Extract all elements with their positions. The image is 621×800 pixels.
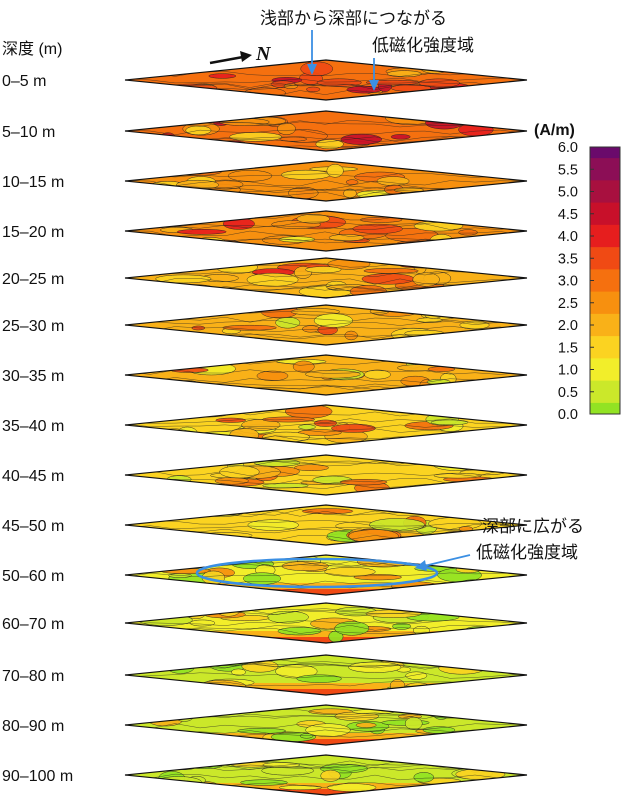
depth-label: 10–15 m bbox=[2, 174, 64, 191]
depth-slice bbox=[124, 257, 528, 299]
colorbar-ticks: 6.0 5.5 5.0 4.5 4.0 3.5 3.0 2.5 2.0 1.5 1.0 0.5 0.0 bbox=[558, 140, 594, 423]
colorbar-swatch bbox=[590, 358, 620, 382]
north-arrow-icon bbox=[209, 51, 252, 65]
colorbar-swatch bbox=[590, 180, 620, 204]
colorbar-swatch bbox=[590, 147, 620, 159]
depth-label: 15–20 m bbox=[2, 224, 64, 241]
colorbar-tick-label: 4.0 bbox=[558, 229, 578, 245]
depth-label: 90–100 m bbox=[2, 768, 73, 785]
depth-slice bbox=[124, 304, 528, 346]
depth-slice bbox=[124, 210, 528, 252]
depth-slice bbox=[124, 110, 528, 152]
colorbar-swatch bbox=[590, 402, 620, 414]
depth-slice bbox=[124, 504, 528, 546]
colorbar-swatch bbox=[590, 291, 620, 315]
colorbar bbox=[589, 146, 621, 415]
colorbar-swatch bbox=[590, 247, 620, 270]
depth-slice-stack bbox=[124, 59, 528, 796]
top-annotation-line2: 低磁化強度域 bbox=[372, 36, 474, 56]
depth-label: 5–10 m bbox=[2, 124, 55, 141]
depth-label-column: 0–5 m 5–10 m 10–15 m 15–20 m 20–25 m 25–30 m 3… bbox=[2, 73, 73, 785]
depth-label: 25–30 m bbox=[2, 318, 64, 335]
depth-slice bbox=[124, 354, 528, 396]
colorbar-unit: (A/m) bbox=[534, 122, 575, 139]
depth-slice bbox=[124, 754, 528, 796]
colorbar-tick-label: 5.5 bbox=[558, 162, 578, 178]
colorbar-swatch bbox=[590, 158, 620, 181]
depth-label: 35–40 m bbox=[2, 418, 64, 435]
colorbar-tick-label: 3.5 bbox=[558, 251, 578, 267]
depth-label: 40–45 m bbox=[2, 468, 64, 485]
depth-slice bbox=[124, 704, 528, 746]
depth-axis-label: 深度 (m) bbox=[2, 40, 62, 58]
depth-slice bbox=[124, 160, 528, 202]
colorbar-tick-label: 2.5 bbox=[558, 296, 578, 312]
depth-slice bbox=[124, 59, 528, 101]
depth-label: 50–60 m bbox=[2, 568, 64, 585]
colorbar-tick-label: 0.5 bbox=[558, 385, 578, 401]
depth-slice bbox=[124, 404, 528, 446]
colorbar-swatch bbox=[590, 380, 620, 404]
depth-slice bbox=[124, 602, 528, 644]
colorbar-tick-label: 4.5 bbox=[558, 207, 578, 223]
north-label: N bbox=[255, 43, 272, 65]
depth-label: 70–80 m bbox=[2, 668, 64, 685]
colorbar-tick-label: 6.0 bbox=[558, 140, 578, 156]
depth-label: 30–35 m bbox=[2, 368, 64, 385]
depth-slice bbox=[124, 554, 528, 596]
low-magnetization-highlight-ellipse bbox=[195, 557, 439, 589]
depth-label: 20–25 m bbox=[2, 271, 64, 288]
depth-label: 80–90 m bbox=[2, 718, 64, 735]
colorbar-tick-label: 1.5 bbox=[558, 340, 578, 356]
colorbar-tick-label: 2.0 bbox=[558, 318, 578, 334]
top-annotation-arrows bbox=[307, 30, 379, 91]
colorbar-tick-label: 1.0 bbox=[558, 363, 578, 379]
colorbar-swatch bbox=[590, 224, 620, 248]
depth-slice bbox=[124, 454, 528, 496]
depth-label: 60–70 m bbox=[2, 616, 64, 633]
top-annotation-line1: 浅部から深部につながる bbox=[260, 9, 447, 29]
colorbar-tick-label: 5.0 bbox=[558, 185, 578, 201]
colorbar-tick-label: 3.0 bbox=[558, 274, 578, 290]
depth-label: 0–5 m bbox=[2, 73, 46, 90]
colorbar-tick-label: 0.0 bbox=[558, 407, 578, 423]
colorbar-swatch bbox=[590, 313, 620, 337]
bottom-annotation-line2: 低磁化強度域 bbox=[476, 543, 578, 563]
colorbar-swatch bbox=[590, 202, 620, 226]
depth-slice bbox=[124, 654, 528, 696]
depth-label: 45–50 m bbox=[2, 518, 64, 535]
colorbar-swatch bbox=[590, 269, 620, 293]
bottom-annotation-line1: 深部に広がる bbox=[482, 517, 584, 537]
colorbar-swatch bbox=[590, 336, 620, 359]
